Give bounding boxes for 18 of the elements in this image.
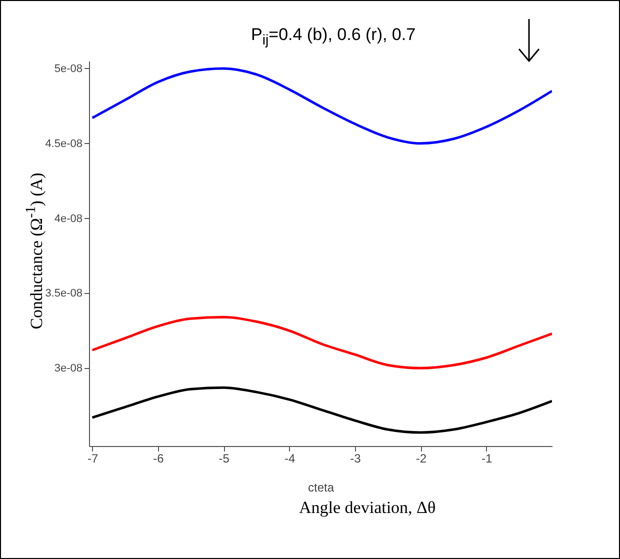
x-tick-label: -1 bbox=[481, 452, 492, 466]
line-series bbox=[91, 67, 552, 145]
x-tick-label: -3 bbox=[350, 452, 362, 466]
x-tick-label: -7 bbox=[87, 452, 98, 466]
x-tick-label: -5 bbox=[218, 452, 230, 466]
line-series bbox=[91, 386, 552, 434]
y-tick-label: 3.5e-08 bbox=[45, 288, 82, 300]
x-tick-label: -4 bbox=[284, 452, 296, 466]
y-tick-label: 4.5e-08 bbox=[45, 138, 82, 150]
chart-title: P$_{ij}$=0.4 (b), 0.6 (r), 0.7 bbox=[251, 25, 416, 48]
y-tick-label: 3e-08 bbox=[54, 362, 82, 375]
x-tick-label: -6 bbox=[153, 452, 164, 466]
y-tick-label: 4e-08 bbox=[54, 212, 82, 225]
x-tick-label: -2 bbox=[416, 452, 427, 466]
line-series bbox=[91, 316, 552, 370]
y-tick-label: 5e-08 bbox=[54, 62, 82, 75]
x-axis-title: cteta bbox=[308, 480, 334, 494]
text: Angle deviation, Δθ bbox=[299, 498, 436, 518]
